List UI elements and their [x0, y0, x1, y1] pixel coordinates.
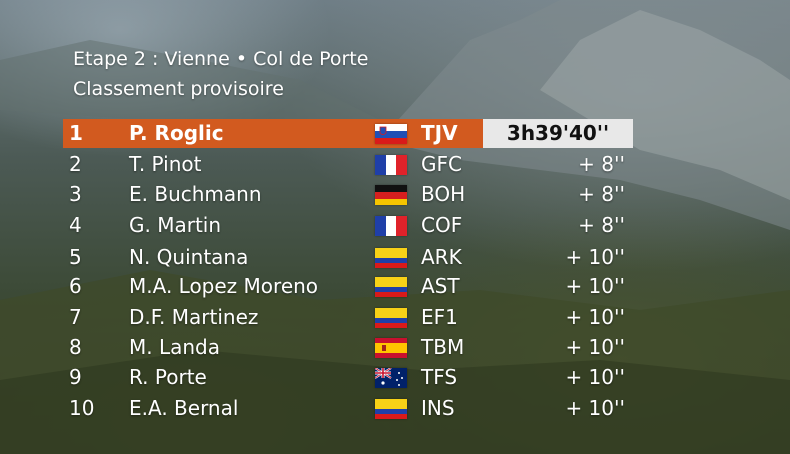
standings-row-3: 3 E. Buchmann BOH + 8'': [63, 180, 633, 209]
standings-row-10: 10 E.A. Bernal INS + 10'': [63, 394, 633, 423]
germany-flag-icon: [375, 185, 407, 205]
standings-row-5: 5 N. Quintana ARK + 10'': [63, 243, 633, 272]
team-code: TJV: [421, 121, 458, 145]
rank: 10: [69, 396, 95, 420]
colombia-flag-icon: [375, 248, 407, 268]
rank: 8: [69, 335, 82, 359]
rank: 6: [69, 274, 82, 298]
time-gap: + 10'': [565, 365, 625, 389]
rider-name: R. Porte: [129, 365, 207, 389]
standings-subtitle: Classement provisoire: [73, 78, 284, 100]
team-code: TBM: [421, 335, 465, 359]
time-gap: + 10'': [565, 396, 625, 420]
rider-name: E.A. Bernal: [129, 396, 239, 420]
standings-row-1: 1 P. Roglic TJV: [63, 119, 483, 148]
slovenia-flag-icon: [375, 124, 407, 144]
colombia-flag-icon: [375, 277, 407, 297]
spain-flag-icon: [375, 338, 407, 358]
colombia-flag-icon: [375, 399, 407, 419]
rider-name: M.A. Lopez Moreno: [129, 274, 319, 298]
standings-row-6: 6 M.A. Lopez Moreno AST + 10'': [63, 272, 633, 301]
rank: 3: [69, 182, 82, 206]
team-code: COF: [421, 213, 463, 237]
rank: 4: [69, 213, 82, 237]
rank: 2: [69, 152, 82, 176]
team-code: TFS: [421, 365, 458, 389]
australia-flag-icon: [375, 368, 407, 388]
time-gap: + 10'': [565, 274, 625, 298]
standings-row-4: 4 G. Martin COF + 8'': [63, 211, 633, 240]
colombia-flag-icon: [375, 308, 407, 328]
rank: 7: [69, 305, 82, 329]
time-gap: + 8'': [578, 213, 625, 237]
time-gap: + 10'': [565, 245, 625, 269]
team-code: BOH: [421, 182, 466, 206]
france-flag-icon: [375, 216, 407, 236]
team-code: GFC: [421, 152, 462, 176]
rider-name: T. Pinot: [129, 152, 202, 176]
rider-name: G. Martin: [129, 213, 222, 237]
standings-row-8: 8 M. Landa TBM + 10'': [63, 333, 633, 362]
rider-name: N. Quintana: [129, 245, 249, 269]
rider-name: D.F. Martinez: [129, 305, 259, 329]
standings-row-7: 7 D.F. Martinez EF1 + 10'': [63, 303, 633, 332]
team-code: AST: [421, 274, 460, 298]
time-gap: + 10'': [565, 335, 625, 359]
france-flag-icon: [375, 155, 407, 175]
time-gap: + 8'': [578, 152, 625, 176]
rank: 5: [69, 245, 82, 269]
standings-row-2: 2 T. Pinot GFC + 8'': [63, 150, 633, 179]
team-code: ARK: [421, 245, 462, 269]
stage-title: Etape 2 : Vienne • Col de Porte: [73, 48, 369, 70]
rank: 1: [69, 121, 83, 145]
team-code: INS: [421, 396, 455, 420]
rider-name: M. Landa: [129, 335, 220, 359]
rider-name: P. Roglic: [129, 121, 224, 145]
standings-row-9: 9 R. Porte TFS + 10'': [63, 363, 633, 392]
team-code: EF1: [421, 305, 458, 329]
leader-time: 3h39'40'': [483, 119, 633, 148]
time-gap: + 8'': [578, 182, 625, 206]
time-gap: + 10'': [565, 305, 625, 329]
rider-name: E. Buchmann: [129, 182, 262, 206]
rank: 9: [69, 365, 82, 389]
